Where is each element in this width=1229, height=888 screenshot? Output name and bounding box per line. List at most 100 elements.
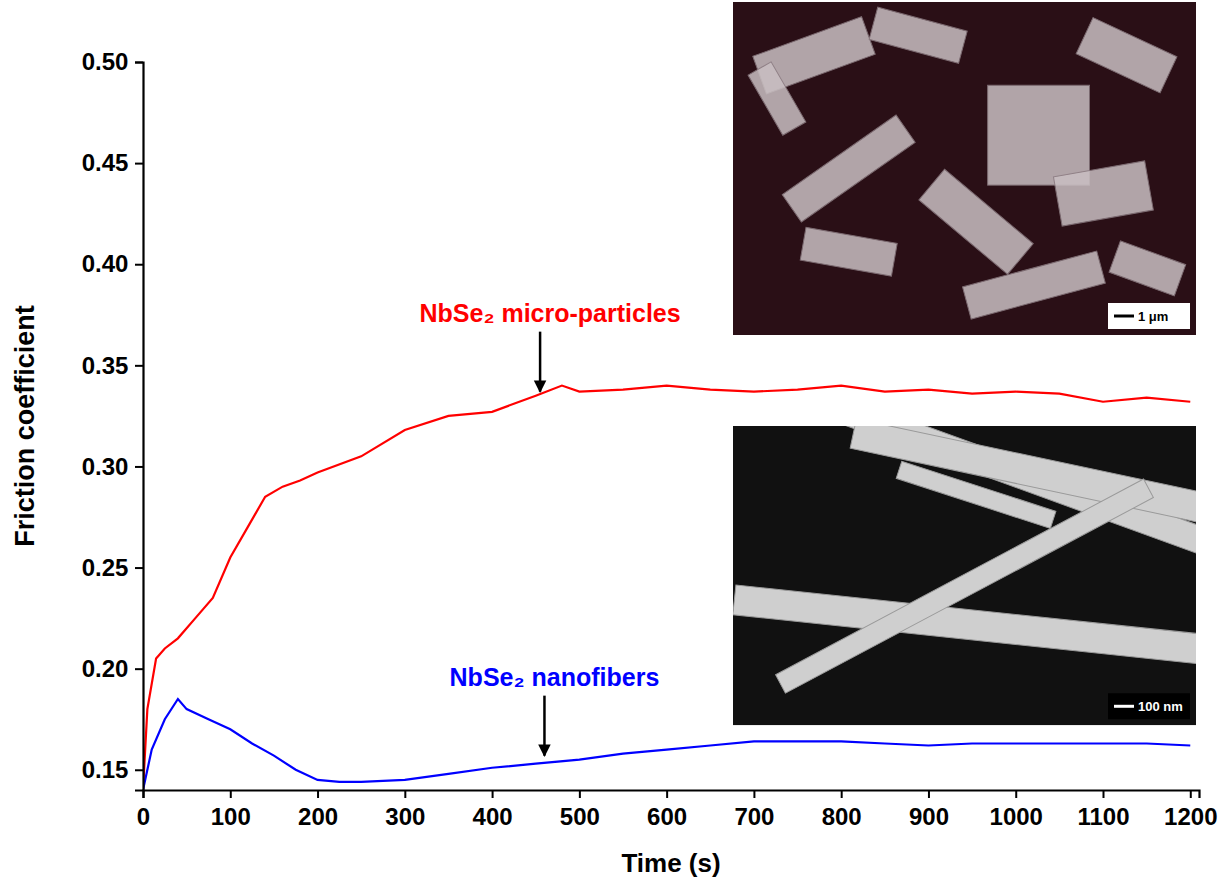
tick-label: 200 <box>298 803 338 830</box>
axis-line <box>144 791 1200 799</box>
tick: 0.20 <box>82 655 143 682</box>
particle <box>988 85 1090 185</box>
tick-label: 0.15 <box>82 756 129 783</box>
tick: 200 <box>298 790 338 830</box>
tick: 1000 <box>990 790 1043 830</box>
tick-mark <box>135 62 143 64</box>
scale-box <box>1108 693 1190 719</box>
tick-mark <box>317 790 319 798</box>
tick-label: 900 <box>909 803 949 830</box>
tick-label: 600 <box>647 803 687 830</box>
particle <box>963 251 1106 319</box>
tick: 0.45 <box>82 149 143 176</box>
axis-line <box>135 63 144 791</box>
particle <box>919 169 1033 274</box>
tick-mark <box>135 769 143 771</box>
tick-mark <box>135 668 143 670</box>
tick-label: 1200 <box>1164 803 1217 830</box>
tick-mark <box>404 790 406 798</box>
tick: 600 <box>647 790 687 830</box>
tick: 1100 <box>1077 790 1129 830</box>
tick-mark <box>1190 790 1192 798</box>
particle <box>1076 18 1177 93</box>
fiber <box>896 461 1056 528</box>
tick-mark <box>928 790 930 798</box>
particle <box>1053 161 1153 226</box>
annotation-arrow <box>539 332 542 392</box>
tick-mark <box>841 790 843 798</box>
y-axis: 0.15 0.20 0.25 0.30 0.35 0.40 0.45 0.50 <box>82 48 144 790</box>
tick: 300 <box>385 790 425 830</box>
annotation-label: NbSe₂ micro-particles <box>419 299 680 327</box>
x-axis: 0 100 200 300 400 500 600 700 800 900 1000 1100 1200 <box>137 790 1218 830</box>
scale-bar: 100 nm <box>1108 693 1190 719</box>
y-axis-title: Friction coefficient <box>10 305 40 547</box>
tick-label: 300 <box>385 803 425 830</box>
fiber <box>776 479 1154 693</box>
particle <box>1109 241 1186 296</box>
tick-mark <box>135 163 143 165</box>
tick-label: 0.25 <box>82 554 129 581</box>
tick: 0 <box>137 790 150 830</box>
annotations: NbSe₂ micro-particles NbSe₂ nanofibers <box>419 299 680 756</box>
lines <box>143 386 1190 790</box>
tick-label: 0.50 <box>82 48 129 75</box>
series-line <box>143 699 1190 790</box>
tick: 400 <box>473 790 513 830</box>
annotation-label: NbSe₂ nanofibers <box>450 663 660 691</box>
plot: 1 μm 100 nm 0 100 200 300 400 500 600 700 800 900 10… <box>82 2 1229 830</box>
tick-mark <box>492 790 494 798</box>
sem-image <box>733 2 1196 335</box>
x-axis-title: Time (s) <box>621 848 720 878</box>
tick: 0.50 <box>82 48 143 75</box>
tick-label: 800 <box>822 803 862 830</box>
tick-mark <box>666 790 668 798</box>
scale-bar: 1 μm <box>1108 303 1190 329</box>
scale-line <box>1114 315 1134 318</box>
annotation-arrow <box>543 696 546 756</box>
tick-label: 0.45 <box>82 149 129 176</box>
tick: 0.25 <box>82 554 143 581</box>
tick: 900 <box>909 790 949 830</box>
tick: 0.15 <box>82 756 143 783</box>
tick-mark <box>135 567 143 569</box>
tick-label: 0.40 <box>82 250 129 277</box>
tick-label: 700 <box>734 803 774 830</box>
tick: 500 <box>560 790 600 830</box>
scale-label: 1 μm <box>1138 309 1168 324</box>
chart: 1 μm 100 nm 0 100 200 300 400 500 600 700 800 900 10… <box>0 0 1229 888</box>
tick-label: 100 <box>211 803 251 830</box>
insets: 1 μm 100 nm <box>699 2 1229 725</box>
tick-label: 0.30 <box>82 453 129 480</box>
particle <box>748 62 806 135</box>
tick-label: 0.35 <box>82 352 129 379</box>
tick-mark <box>1103 790 1105 798</box>
tick-label: 0 <box>137 803 150 830</box>
tick: 1200 <box>1164 790 1217 830</box>
tick: 0.40 <box>82 250 143 277</box>
tick-label: 1100 <box>1077 803 1129 830</box>
particle <box>782 115 915 222</box>
tick-mark <box>230 790 232 798</box>
tick-mark <box>753 790 755 798</box>
particle <box>869 7 967 63</box>
particle <box>800 227 897 276</box>
image-background <box>733 2 1196 335</box>
tick-mark <box>579 790 581 798</box>
series-line <box>143 386 1190 790</box>
tick-mark <box>135 466 143 468</box>
tick: 700 <box>734 790 774 830</box>
tick-label: 500 <box>560 803 600 830</box>
tick-label: 1000 <box>990 803 1043 830</box>
tick-label: 0.20 <box>82 655 129 682</box>
sem-image <box>733 426 1196 725</box>
scale-label: 100 nm <box>1138 699 1183 714</box>
tick: 100 <box>211 790 251 830</box>
tick: 0.35 <box>82 352 143 379</box>
tick-mark <box>135 365 143 367</box>
scale-line <box>1114 705 1134 708</box>
tick: 800 <box>822 790 862 830</box>
scale-box <box>1108 303 1190 329</box>
tick-mark <box>1015 790 1017 798</box>
tick-mark <box>135 264 143 266</box>
